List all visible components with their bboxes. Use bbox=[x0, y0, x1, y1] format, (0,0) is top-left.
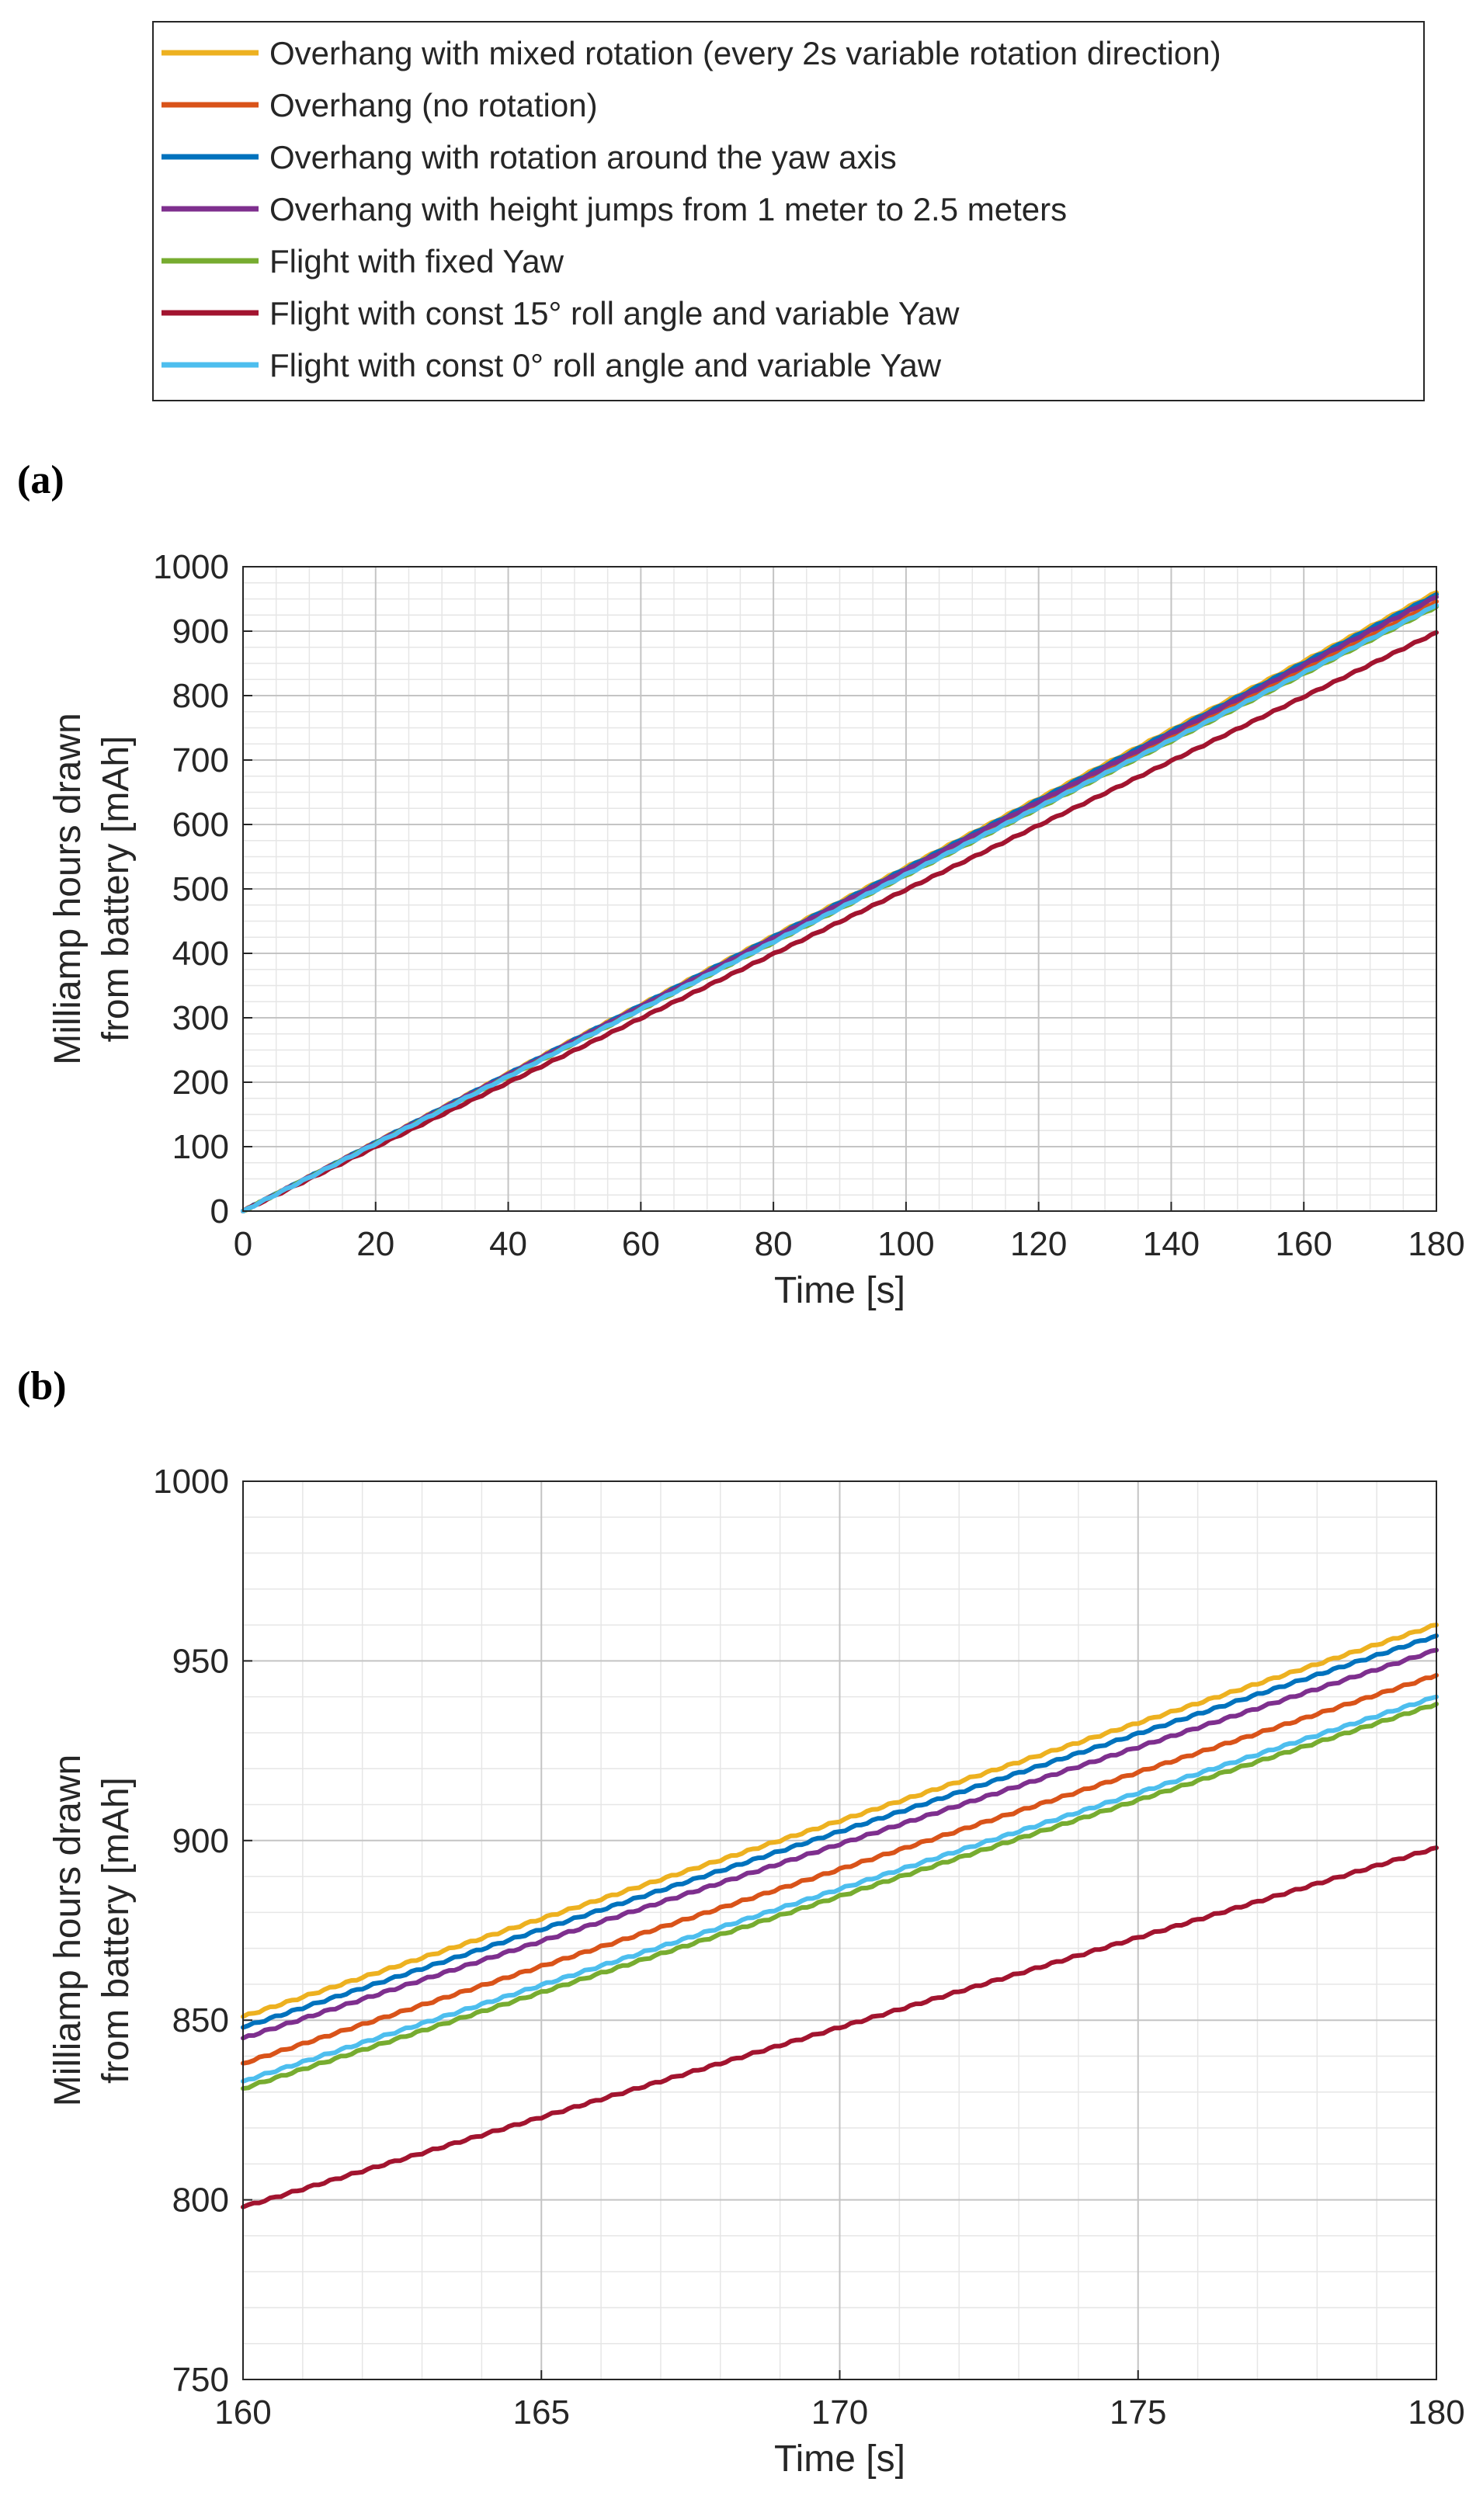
x-tick-label: 180 bbox=[1408, 2393, 1464, 2431]
series-line-6 bbox=[241, 1845, 1439, 2209]
y-tick-label: 100 bbox=[172, 1128, 229, 1166]
major-grid bbox=[242, 566, 1437, 1212]
x-axis-label: Time [s] bbox=[774, 2438, 905, 2480]
legend-label: Flight with const 15° roll angle and var… bbox=[269, 295, 960, 331]
x-tick-label: 160 bbox=[214, 2393, 271, 2431]
tick-labels: 0 20 40 60 80 100 120 140 160 180 0 100 200 300 400 500… bbox=[153, 548, 1465, 1263]
y-axis-label: Milliamp hours drawn from battery [mAh] bbox=[47, 713, 137, 1065]
x-tick-label: 160 bbox=[1276, 1225, 1332, 1263]
series-line-4 bbox=[241, 1647, 1439, 2041]
legend-label: Overhang (no rotation) bbox=[269, 87, 598, 123]
y-tick-label: 850 bbox=[172, 2001, 229, 2039]
tick-labels: 160 165 170 175 180 750 800 850 900 950 1000 bbox=[153, 1463, 1465, 2431]
y-tick-label: 700 bbox=[172, 741, 229, 779]
y-tick-label: 300 bbox=[172, 999, 229, 1037]
x-axis-label: Time [s] bbox=[774, 1270, 905, 1311]
series-line-2 bbox=[241, 1672, 1439, 2066]
y-tick-label: 1000 bbox=[153, 1463, 229, 1501]
y-axis-label-line: Milliamp hours drawn bbox=[47, 1755, 89, 2107]
y-tick-label: 200 bbox=[172, 1064, 229, 1102]
legend-label: Overhang with rotation around the yaw ax… bbox=[269, 139, 897, 175]
x-tick-label: 175 bbox=[1110, 2393, 1166, 2431]
legend: Overhang with mixed rotation (every 2s v… bbox=[152, 21, 1425, 401]
chart-panel-a: 0 20 40 60 80 100 120 140 160 180 0 100 200 300 400 500… bbox=[47, 548, 1465, 1311]
panel-label-a: (a) bbox=[17, 458, 64, 502]
y-tick-label: 750 bbox=[172, 2361, 229, 2399]
legend-box bbox=[152, 21, 1425, 401]
x-tick-label: 60 bbox=[622, 1225, 660, 1263]
legend-label: Overhang with height jumps from 1 meter … bbox=[269, 191, 1067, 227]
x-tick-label: 20 bbox=[356, 1225, 394, 1263]
x-tick-label: 80 bbox=[755, 1225, 793, 1263]
y-tick-label: 900 bbox=[172, 613, 229, 651]
y-axis-label: Milliamp hours drawn from battery [mAh] bbox=[47, 1755, 137, 2107]
x-tick-label: 170 bbox=[811, 2393, 868, 2431]
y-axis-label-line: Milliamp hours drawn bbox=[47, 713, 89, 1065]
x-tick-label: 40 bbox=[489, 1225, 527, 1263]
y-tick-label: 950 bbox=[172, 1642, 229, 1680]
chart-panel-b: 160 165 170 175 180 750 800 850 900 950 1000 Time [… bbox=[47, 1463, 1465, 2480]
y-axis-label-line: from battery [mAh] bbox=[96, 736, 137, 1043]
series-line-5 bbox=[241, 1701, 1439, 2091]
y-tick-label: 800 bbox=[172, 2182, 229, 2220]
x-tick-label: 180 bbox=[1408, 1225, 1464, 1263]
legend-entries: Overhang with mixed rotation (every 2s v… bbox=[161, 35, 1221, 384]
series-group bbox=[241, 1623, 1439, 2209]
y-tick-label: 500 bbox=[172, 870, 229, 908]
legend-label: Flight with fixed Yaw bbox=[269, 243, 564, 279]
y-tick-label: 800 bbox=[172, 677, 229, 715]
legend-label: Flight with const 0° roll angle and vari… bbox=[269, 347, 942, 384]
y-tick-label: 400 bbox=[172, 935, 229, 973]
series-line-7 bbox=[241, 602, 1439, 1213]
x-tick-label: 100 bbox=[877, 1225, 934, 1263]
x-tick-label: 120 bbox=[1010, 1225, 1067, 1263]
series-line-3 bbox=[241, 1633, 1439, 2030]
legend-label: Overhang with mixed rotation (every 2s v… bbox=[269, 35, 1221, 71]
series-group bbox=[241, 590, 1439, 1213]
x-tick-label: 140 bbox=[1143, 1225, 1200, 1263]
series-line-7 bbox=[241, 1694, 1439, 2084]
x-tick-label: 0 bbox=[234, 1225, 252, 1263]
x-tick-label: 165 bbox=[513, 2393, 570, 2431]
panel-label-b: (b) bbox=[17, 1364, 67, 1408]
y-tick-label: 1000 bbox=[153, 548, 229, 586]
y-tick-label: 900 bbox=[172, 1822, 229, 1860]
y-tick-label: 0 bbox=[210, 1192, 229, 1230]
series-line-1 bbox=[241, 1623, 1439, 2019]
y-axis-label-line: from battery [mAh] bbox=[96, 1777, 137, 2084]
y-tick-label: 600 bbox=[172, 806, 229, 844]
series-line-6 bbox=[241, 630, 1439, 1213]
